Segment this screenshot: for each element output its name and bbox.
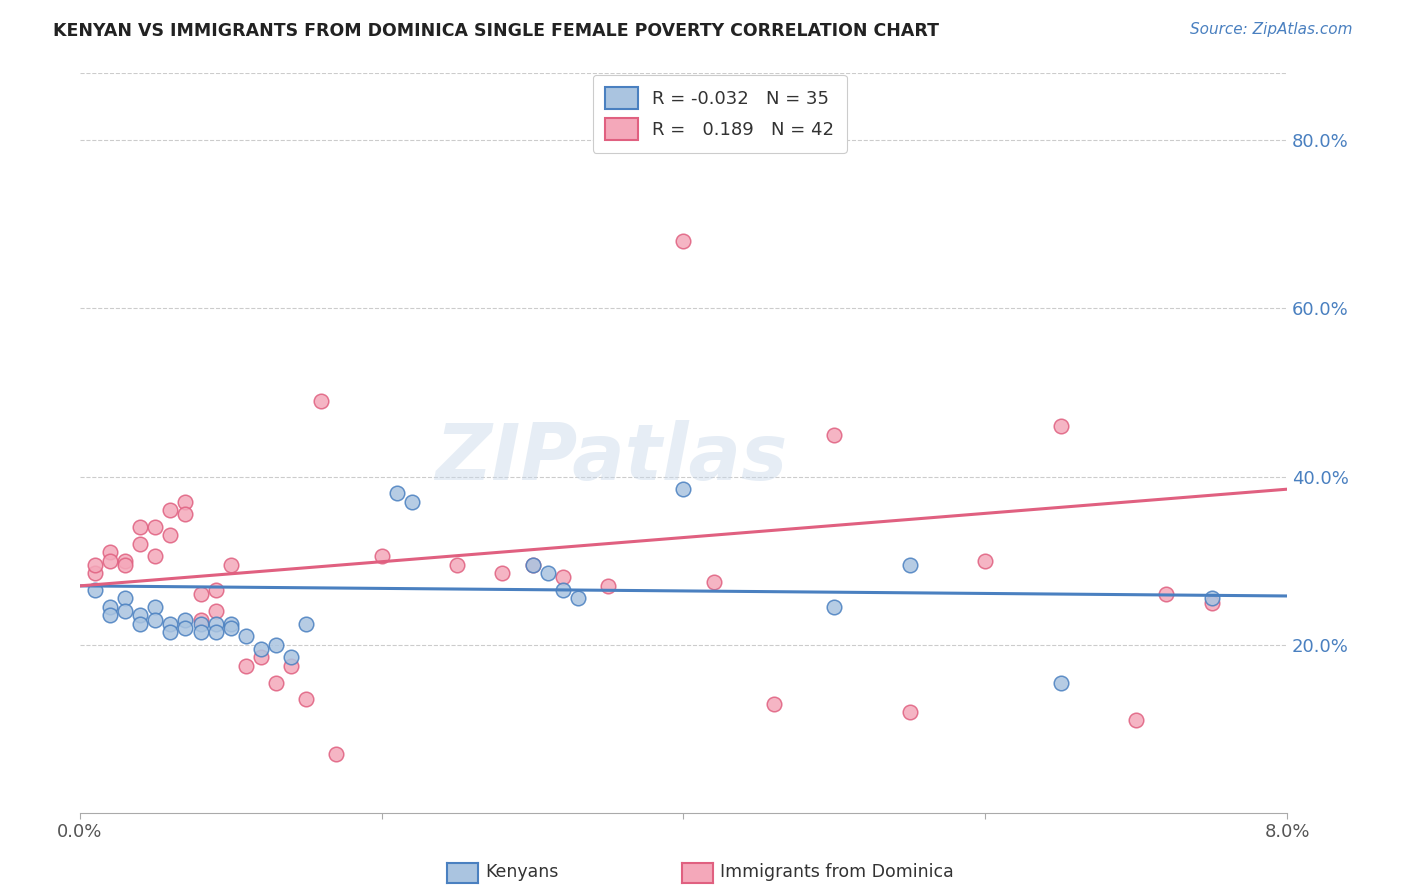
Point (98, 599, 121, 614)
Point (596, 579, 619, 593)
Point (219, 621, 242, 635)
Text: ZIPatlas: ZIPatlas (434, 420, 787, 496)
Point (114, 558, 136, 572)
Point (280, 650, 302, 665)
Point (190, 625, 212, 640)
Point (522, 558, 544, 572)
Point (551, 570, 574, 584)
Point (174, 495, 197, 509)
Point (264, 638, 287, 652)
Point (703, 574, 725, 589)
Legend: R = -0.032   N = 35, R =   0.189   N = 42: R = -0.032 N = 35, R = 0.189 N = 42 (592, 75, 846, 153)
Point (129, 520, 152, 534)
Point (159, 503, 181, 517)
Point (159, 625, 181, 640)
Point (129, 608, 152, 623)
Point (204, 625, 226, 640)
Point (974, 554, 997, 568)
Point (190, 587, 212, 601)
Point (1125, 714, 1147, 728)
Point (1156, 587, 1178, 601)
Text: Kenyans: Kenyans (485, 863, 558, 881)
Point (114, 554, 136, 568)
Point (522, 558, 544, 572)
Point (1049, 419, 1071, 434)
Point (98, 545, 121, 559)
Point (898, 558, 921, 572)
Point (114, 604, 136, 618)
Point (672, 234, 695, 248)
Point (174, 508, 197, 522)
Point (295, 692, 318, 706)
Text: KENYAN VS IMMIGRANTS FROM DOMINICA SINGLE FEMALE POVERTY CORRELATION CHART: KENYAN VS IMMIGRANTS FROM DOMINICA SINGL… (53, 22, 939, 40)
Point (204, 616, 226, 631)
Point (235, 629, 257, 643)
Text: Source: ZipAtlas.com: Source: ZipAtlas.com (1189, 22, 1353, 37)
Point (143, 599, 166, 614)
Point (143, 613, 166, 627)
Point (295, 616, 318, 631)
Point (763, 697, 786, 711)
Point (823, 427, 845, 442)
Point (159, 528, 181, 542)
Point (1201, 596, 1223, 610)
Point (204, 583, 226, 598)
Point (143, 520, 166, 534)
Point (219, 616, 242, 631)
Point (190, 616, 212, 631)
Point (84, 583, 107, 598)
Point (129, 537, 152, 551)
Point (143, 549, 166, 564)
Point (401, 495, 423, 509)
Point (537, 566, 560, 581)
Point (250, 650, 273, 665)
Point (190, 613, 212, 627)
Point (280, 658, 302, 673)
Point (98, 608, 121, 623)
Point (250, 642, 273, 657)
Point (174, 613, 197, 627)
Point (823, 599, 845, 614)
Point (174, 621, 197, 635)
Point (1049, 675, 1071, 690)
Text: Immigrants from Dominica: Immigrants from Dominica (720, 863, 953, 881)
Point (204, 604, 226, 618)
Point (446, 558, 468, 572)
Point (159, 616, 181, 631)
Point (370, 549, 392, 564)
Point (1201, 591, 1223, 606)
Point (129, 616, 152, 631)
Point (898, 705, 921, 719)
Point (567, 591, 589, 606)
Point (385, 486, 408, 500)
Point (84, 558, 107, 572)
Point (235, 658, 257, 673)
Point (264, 675, 287, 690)
Point (84, 566, 107, 581)
Point (98, 554, 121, 568)
Point (491, 566, 513, 581)
Point (551, 583, 574, 598)
Point (311, 393, 333, 408)
Point (672, 482, 695, 496)
Point (114, 591, 136, 606)
Point (325, 747, 347, 761)
Point (219, 558, 242, 572)
